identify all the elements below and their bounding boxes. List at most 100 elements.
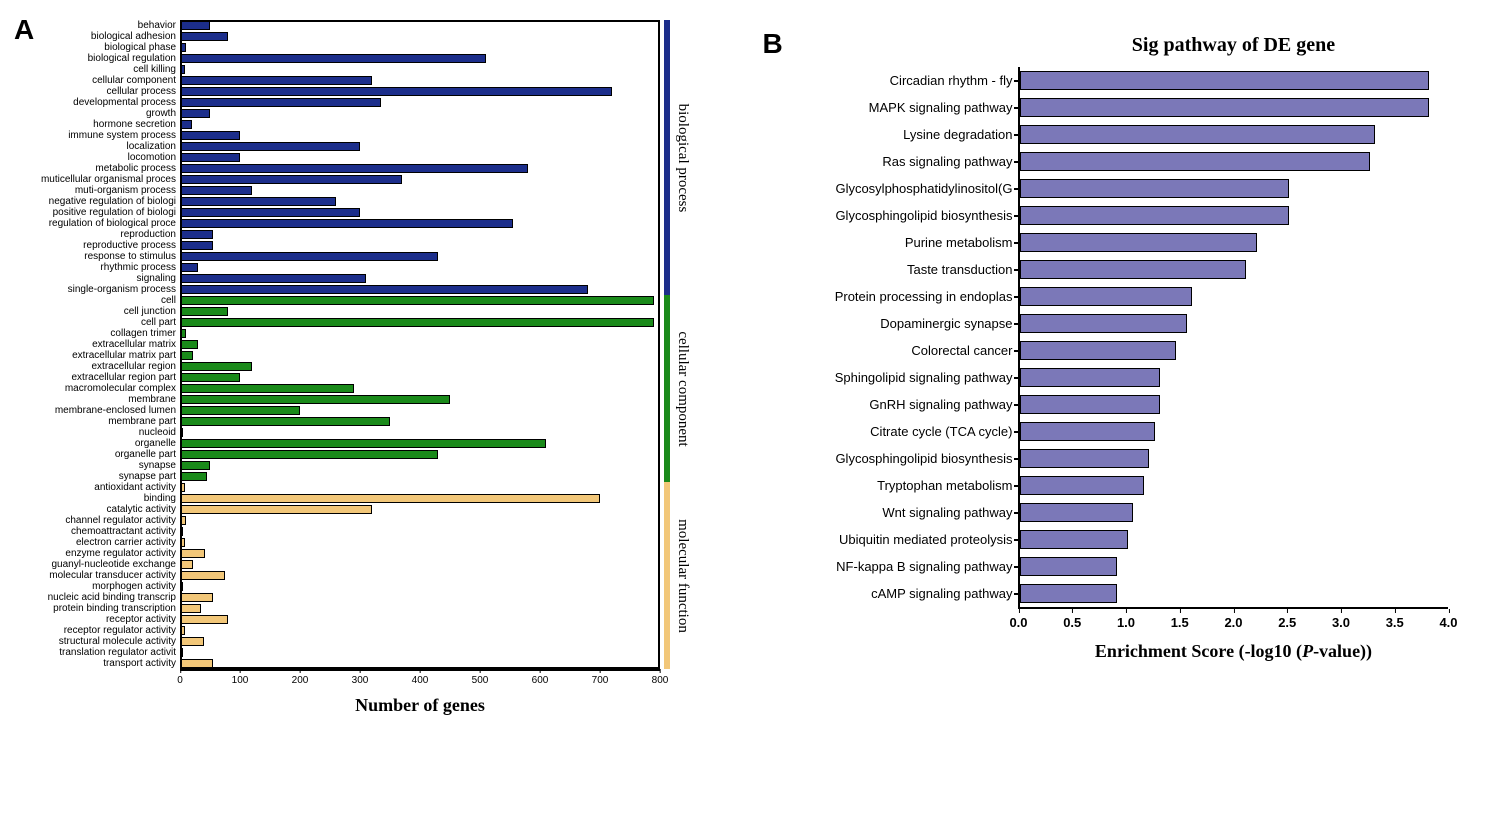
chart-a-row: enzyme regulator activity	[20, 548, 738, 559]
chart-b-bar	[1020, 260, 1246, 279]
chart-a-bar	[180, 142, 360, 151]
chart-b-yaxis-segment	[1018, 175, 1020, 202]
chart-a-bar-label: synapse	[20, 461, 180, 471]
chart-a-row: transport activity	[20, 658, 738, 669]
chart-a-bar-label: behavior	[20, 21, 180, 31]
chart-a-bar-label: cell part	[20, 318, 180, 328]
chart-a-bar-label: enzyme regulator activity	[20, 549, 180, 559]
chart-a-bar-label: cell killing	[20, 65, 180, 75]
chart-b-bar	[1020, 449, 1149, 468]
chart-a-bar-label: membrane	[20, 395, 180, 405]
chart-a-bar	[180, 637, 204, 646]
chart-b-row: Lysine degradation	[778, 121, 1477, 148]
chart-a-bar	[180, 87, 612, 96]
chart-a-bar-label: macromolecular complex	[20, 384, 180, 394]
chart-b-row: Wnt signaling pathway	[778, 499, 1477, 526]
chart-a-bar-label: morphogen activity	[20, 582, 180, 592]
chart-a-row: collagen trimer	[20, 328, 738, 339]
panel-a-label: A	[14, 14, 34, 46]
chart-b-yaxis-segment	[1018, 445, 1020, 472]
chart-a-row: biological adhesion	[20, 31, 738, 42]
chart-b-yaxis-segment	[1018, 310, 1020, 337]
chart-a-xtick: 0	[177, 675, 183, 686]
chart-b-row: GnRH signaling pathway	[778, 391, 1477, 418]
chart-a-bar	[180, 131, 240, 140]
chart-a-row: extracellular region part	[20, 372, 738, 383]
chart-b-xtick: 3.0	[1332, 615, 1350, 630]
chart-a-bar-label: rhythmic process	[20, 263, 180, 273]
chart-a-bar	[180, 351, 193, 360]
chart-b-xtick: 1.0	[1117, 615, 1135, 630]
chart-b-yaxis-segment	[1018, 67, 1020, 94]
chart-a-row: reproduction	[20, 229, 738, 240]
chart-b-bar	[1020, 368, 1160, 387]
chart-a-bar	[180, 296, 654, 305]
chart-a-bar	[180, 439, 546, 448]
chart-b-bar	[1020, 287, 1192, 306]
chart-a-row: extracellular region	[20, 361, 738, 372]
chart-b-row: Purine metabolism	[778, 229, 1477, 256]
chart-a-bar	[180, 153, 240, 162]
chart-a-bar	[180, 406, 300, 415]
chart-a-row: metabolic process	[20, 163, 738, 174]
chart-b-bar	[1020, 422, 1154, 441]
chart-a-bar	[180, 318, 654, 327]
chart-a-bar-label: locomotion	[20, 153, 180, 163]
chart-a-bar-label: extracellular region	[20, 362, 180, 372]
chart-a-xtick: 800	[652, 675, 669, 686]
chart-b-bar-label: MAPK signaling pathway	[778, 101, 1018, 114]
chart-a-row: membrane part	[20, 416, 738, 427]
chart-a-row: immune system process	[20, 130, 738, 141]
chart-a-bar-label: nucleoid	[20, 428, 180, 438]
chart-a-bar	[180, 186, 252, 195]
chart-a-bar-label: cellular process	[20, 87, 180, 97]
chart-a-bar-label: guanyl-nucleotide exchange	[20, 560, 180, 570]
chart-a-row: organelle	[20, 438, 738, 449]
chart-a-bar-label: molecular transducer activity	[20, 571, 180, 581]
chart-b-xaxis: 0.00.51.01.52.02.53.03.54.0	[1018, 607, 1448, 635]
chart-a-row: structural molecule activity	[20, 636, 738, 647]
chart-a-row: nucleic acid binding transcrip	[20, 592, 738, 603]
chart-a-bar-label: positive regulation of biologi	[20, 208, 180, 218]
chart-b-xtick: 4.0	[1439, 615, 1457, 630]
chart-a-row: hormone secretion	[20, 119, 738, 130]
chart-a-bar-label: reproduction	[20, 230, 180, 240]
chart-b-bar	[1020, 395, 1160, 414]
chart-a-bar	[180, 21, 210, 30]
chart-a-row: catalytic activity	[20, 504, 738, 515]
chart-a-row: negative regulation of biologi	[20, 196, 738, 207]
chart-a-bar-label: antioxidant activity	[20, 483, 180, 493]
chart-b-bar	[1020, 98, 1429, 117]
chart-a-bar	[180, 604, 201, 613]
chart-a-group-label: cellular component	[674, 331, 691, 446]
chart-b-row: Tryptophan metabolism	[778, 472, 1477, 499]
chart-b-xlabel: Enrichment Score (-log10 (P-value))	[1018, 641, 1448, 662]
chart-a-row: developmental process	[20, 97, 738, 108]
chart-a-xaxis: 0100200300400500600700800	[180, 669, 660, 693]
chart-a-bar-label: growth	[20, 109, 180, 119]
chart-b-row: Sphingolipid signaling pathway	[778, 364, 1477, 391]
chart-b-bar	[1020, 125, 1375, 144]
chart-a-row: locomotion	[20, 152, 738, 163]
chart-a-bar-label: metabolic process	[20, 164, 180, 174]
chart-a-bar-label: organelle part	[20, 450, 180, 460]
chart-a-bar-label: catalytic activity	[20, 505, 180, 515]
chart-b-row: Colorectal cancer	[778, 337, 1477, 364]
chart-a-bar-label: immune system process	[20, 131, 180, 141]
chart-b-yaxis-segment	[1018, 553, 1020, 580]
chart-a-bar-label: electron carrier activity	[20, 538, 180, 548]
chart-a-bar-label: muti-organism process	[20, 186, 180, 196]
chart-a-bar-label: extracellular matrix	[20, 340, 180, 350]
chart-b-bar	[1020, 233, 1257, 252]
chart-a-bar-label: biological phase	[20, 43, 180, 53]
chart-a-bar	[180, 505, 372, 514]
chart-b-bar	[1020, 314, 1187, 333]
chart-a-row: cell	[20, 295, 738, 306]
chart-b-yaxis-segment	[1018, 202, 1020, 229]
chart-b-bar-label: Citrate cycle (TCA cycle)	[778, 425, 1018, 438]
chart-a-row: cell killing	[20, 64, 738, 75]
chart-a-bar	[180, 164, 528, 173]
chart-a-bar	[180, 428, 183, 437]
chart-b-row: NF-kappa B signaling pathway	[778, 553, 1477, 580]
chart-a-bar-label: channel regulator activity	[20, 516, 180, 526]
